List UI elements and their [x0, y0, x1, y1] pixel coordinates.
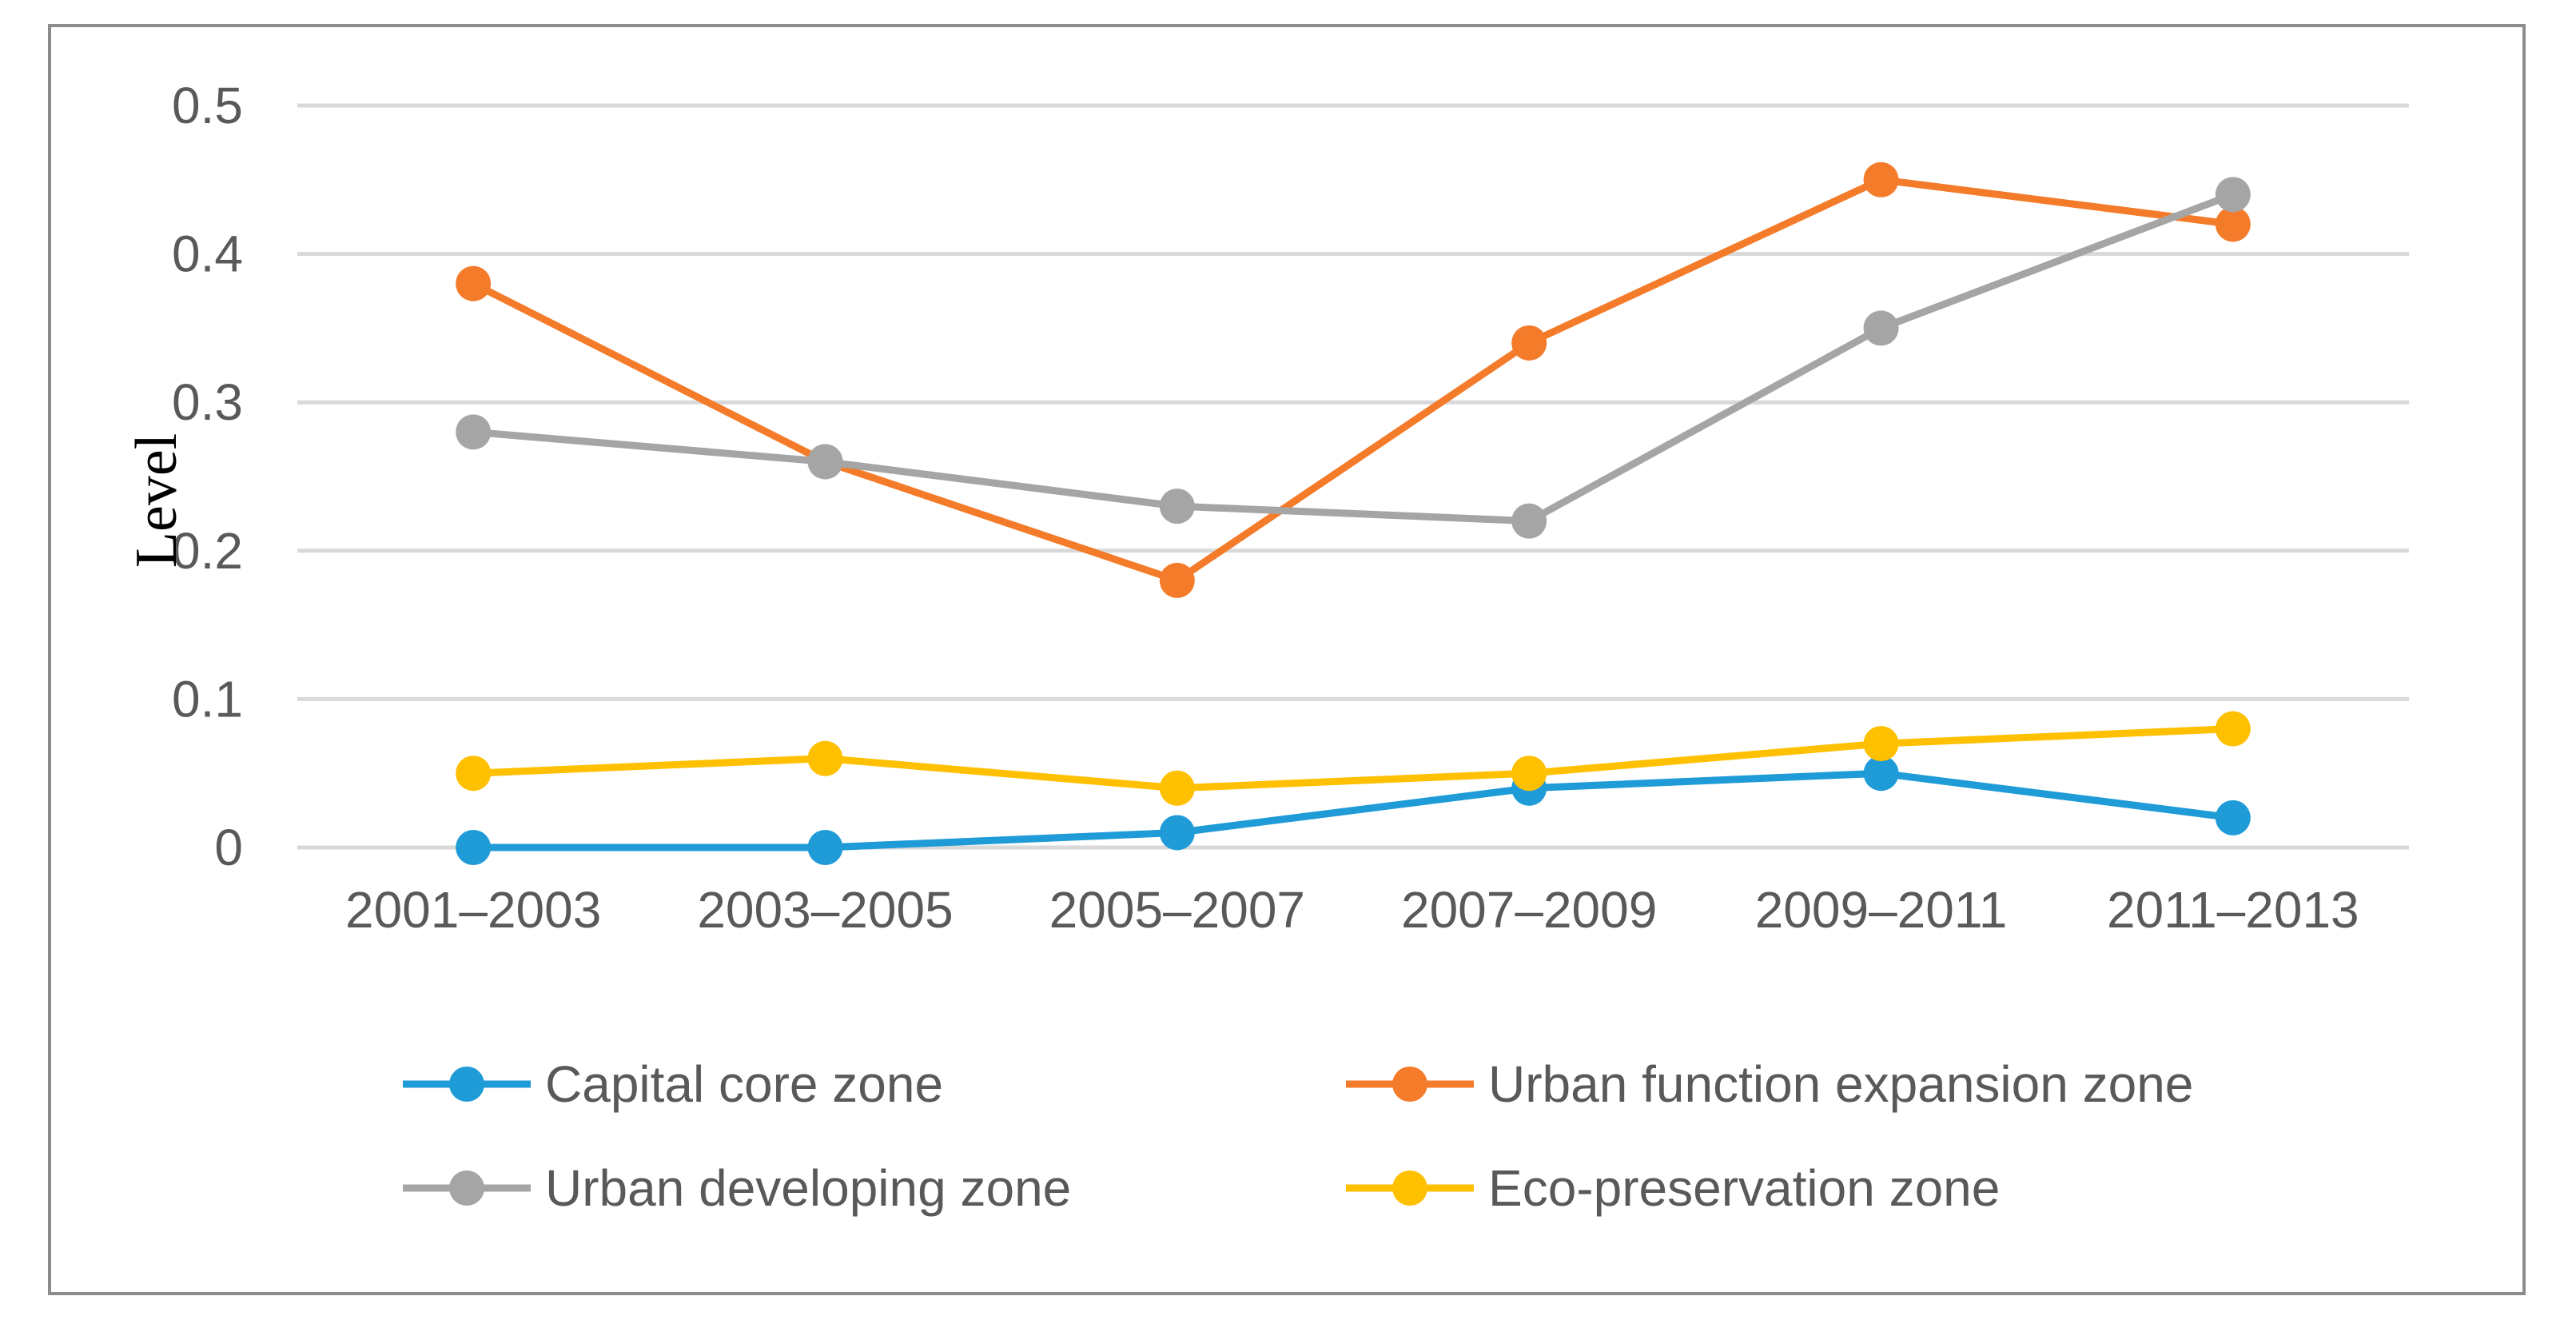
series-urban-developing-zone — [456, 177, 2251, 539]
data-point — [1511, 325, 1547, 361]
data-point — [1863, 726, 1899, 762]
data-point — [1159, 489, 1195, 524]
legend-label: Eco-preservation zone — [1488, 1159, 2000, 1217]
y-tick-label: 0.4 — [172, 225, 243, 283]
data-point — [2215, 206, 2251, 242]
x-axis-ticks: 2001–2003 2003–2005 2005–2007 2007–2009 2009… — [345, 881, 2359, 939]
legend-marker — [1392, 1067, 1427, 1102]
data-point — [1863, 756, 1899, 792]
data-point — [807, 444, 843, 480]
legend-label: Urban function expansion zone — [1488, 1055, 2193, 1113]
data-point — [1511, 503, 1547, 539]
data-point — [456, 265, 492, 301]
chart-frame: 0 0.1 0.2 0.3 0.4 0.5 Level 2001–2003 2003–200… — [48, 24, 2526, 1295]
y-axis-label: Level — [124, 433, 189, 568]
series-line — [469, 190, 2237, 525]
y-tick-label: 0 — [214, 819, 243, 876]
x-tick-label: 2009–2011 — [1755, 881, 2008, 939]
x-tick-label: 2011–2013 — [2107, 881, 2359, 939]
data-point — [1159, 815, 1195, 851]
x-tick-label: 2003–2005 — [697, 881, 953, 939]
legend-label: Capital core zone — [545, 1055, 943, 1113]
data-point — [1159, 770, 1195, 806]
legend: Capital core zone Urban function expansio… — [403, 1055, 2193, 1217]
legend-label: Urban developing zone — [545, 1159, 1071, 1217]
x-tick-label: 2007–2009 — [1401, 881, 1657, 939]
series-line — [469, 725, 2237, 792]
legend-marker — [449, 1170, 484, 1206]
data-point — [456, 756, 492, 792]
series-line — [469, 176, 2237, 584]
x-tick-label: 2001–2003 — [345, 881, 601, 939]
legend-item: Urban function expansion zone — [1346, 1055, 2193, 1113]
data-point — [456, 414, 492, 450]
y-axis-ticks: 0 0.1 0.2 0.3 0.4 0.5 — [172, 77, 243, 876]
data-series — [456, 162, 2251, 865]
series-line — [469, 769, 2237, 851]
legend-marker — [1392, 1170, 1427, 1206]
data-point — [2215, 711, 2251, 747]
legend-marker — [449, 1067, 484, 1102]
data-point — [1159, 562, 1195, 598]
x-tick-label: 2005–2007 — [1049, 881, 1305, 939]
data-point — [1863, 162, 1899, 197]
legend-item: Eco-preservation zone — [1346, 1159, 2000, 1217]
gridlines — [297, 103, 2409, 850]
data-point — [1863, 310, 1899, 346]
series-urban-function-expansion-zone — [456, 162, 2251, 598]
data-point — [2215, 800, 2251, 835]
legend-item: Capital core zone — [403, 1055, 943, 1113]
line-chart: 0 0.1 0.2 0.3 0.4 0.5 Level 2001–2003 2003–200… — [124, 77, 2409, 1217]
y-tick-label: 0.3 — [172, 373, 243, 431]
y-tick-label: 0.2 — [172, 522, 243, 580]
data-point — [807, 830, 843, 865]
data-point — [2215, 177, 2251, 213]
legend-item: Urban developing zone — [403, 1159, 1071, 1217]
data-point — [807, 740, 843, 776]
series-eco-preservation-zone — [456, 711, 2251, 806]
y-tick-label: 0.1 — [172, 670, 243, 728]
data-point — [1511, 756, 1547, 792]
data-point — [456, 830, 492, 865]
y-tick-label: 0.5 — [172, 77, 243, 134]
